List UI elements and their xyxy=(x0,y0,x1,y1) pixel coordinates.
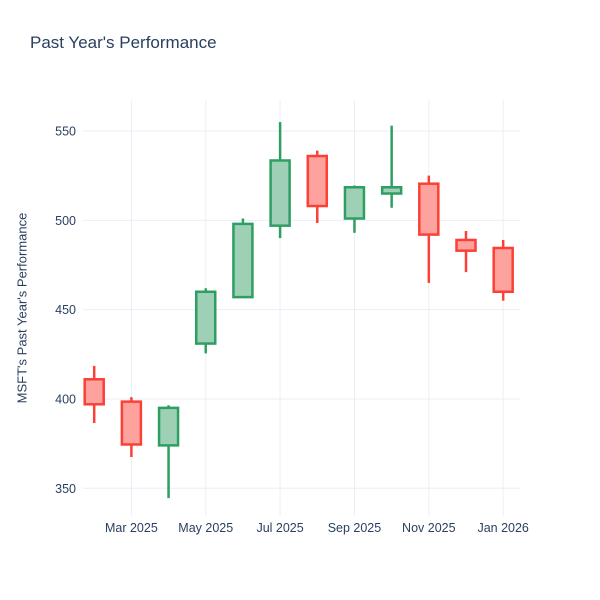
chart-title: Past Year's Performance xyxy=(30,33,217,52)
candle-body xyxy=(269,159,291,227)
candle-aug-2025[interactable] xyxy=(306,150,329,223)
candle-body xyxy=(343,186,366,220)
candle-body xyxy=(120,400,143,446)
y-axis-title: MSFT's Past Year's Performance xyxy=(14,212,30,404)
candle-body xyxy=(157,406,180,447)
x-tick-label: May 2025 xyxy=(178,521,233,535)
y-tick-label: 450 xyxy=(55,303,76,317)
candle-oct-2025[interactable] xyxy=(380,125,403,208)
candle-feb-2025[interactable] xyxy=(83,365,105,424)
y-tick-label: 550 xyxy=(55,125,76,139)
gridlines xyxy=(83,100,520,516)
y-tick-label: 350 xyxy=(55,482,76,496)
candle-body xyxy=(232,222,254,299)
candle-body xyxy=(418,182,440,236)
y-tick-label: 500 xyxy=(55,214,76,228)
y-tick-label: 400 xyxy=(55,392,76,406)
candle-body xyxy=(492,246,514,294)
x-tick-label: Jul 2025 xyxy=(256,521,303,535)
candle-body xyxy=(194,290,217,345)
x-tick-label: Sep 2025 xyxy=(328,521,382,535)
candle-jan-2026[interactable] xyxy=(492,239,514,301)
candle-may-2025[interactable] xyxy=(194,288,217,354)
x-tick-label: Jan 2026 xyxy=(477,521,528,535)
candle-body xyxy=(306,154,329,208)
candle-nov-2025[interactable] xyxy=(418,175,440,283)
candle-body xyxy=(455,238,477,252)
candle-jun-2025[interactable] xyxy=(232,218,254,299)
candle-sep-2025[interactable] xyxy=(343,185,366,233)
candle-jul-2025[interactable] xyxy=(269,122,291,239)
candle-dec-2025[interactable] xyxy=(455,231,477,273)
candle-body xyxy=(83,378,105,406)
candle-apr-2025[interactable] xyxy=(157,405,180,499)
axis-tick-labels: 350 400 450 500 550 Mar 2025 May 2025 Jul 2025 S… xyxy=(55,125,529,536)
candle-mar-2025[interactable] xyxy=(120,397,143,457)
candle-body xyxy=(380,186,403,195)
x-tick-label: Nov 2025 xyxy=(402,521,456,535)
candlestick-series xyxy=(83,122,514,499)
x-tick-label: Mar 2025 xyxy=(105,521,158,535)
